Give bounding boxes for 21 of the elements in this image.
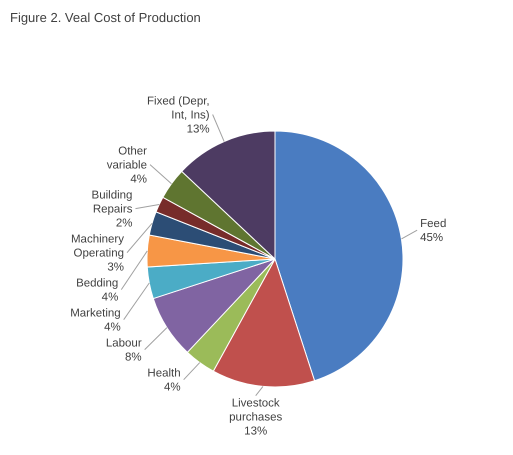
- slice-label: Fixed (Depr, Int, Ins): [146, 96, 210, 122]
- slice-label: Labour: [106, 338, 142, 350]
- data-label: 4%: [102, 292, 118, 304]
- data-label: 13%: [186, 124, 210, 136]
- data-label: 4%: [130, 174, 148, 186]
- slice-label: Feed: [420, 218, 446, 230]
- data-label: 4%: [104, 322, 121, 334]
- data-label: 4%: [164, 382, 181, 394]
- data-label: 13%: [244, 426, 268, 438]
- data-label: 45%: [420, 232, 444, 244]
- slice-label: Health: [147, 368, 181, 380]
- chart-title: Figure 2. Veal Cost of Production: [9, 9, 202, 27]
- slice-label: Bedding: [76, 278, 118, 290]
- slice-label: Livestock purchases: [229, 398, 282, 424]
- data-label: 3%: [107, 262, 124, 274]
- data-label: 8%: [125, 352, 142, 364]
- slice-label: Marketing: [70, 308, 121, 320]
- slice-label: Building Repairs: [92, 190, 133, 216]
- slice-label: Machinery Operating: [70, 234, 124, 260]
- slice-label: Other variable: [106, 146, 148, 172]
- data-label: 2%: [116, 218, 132, 230]
